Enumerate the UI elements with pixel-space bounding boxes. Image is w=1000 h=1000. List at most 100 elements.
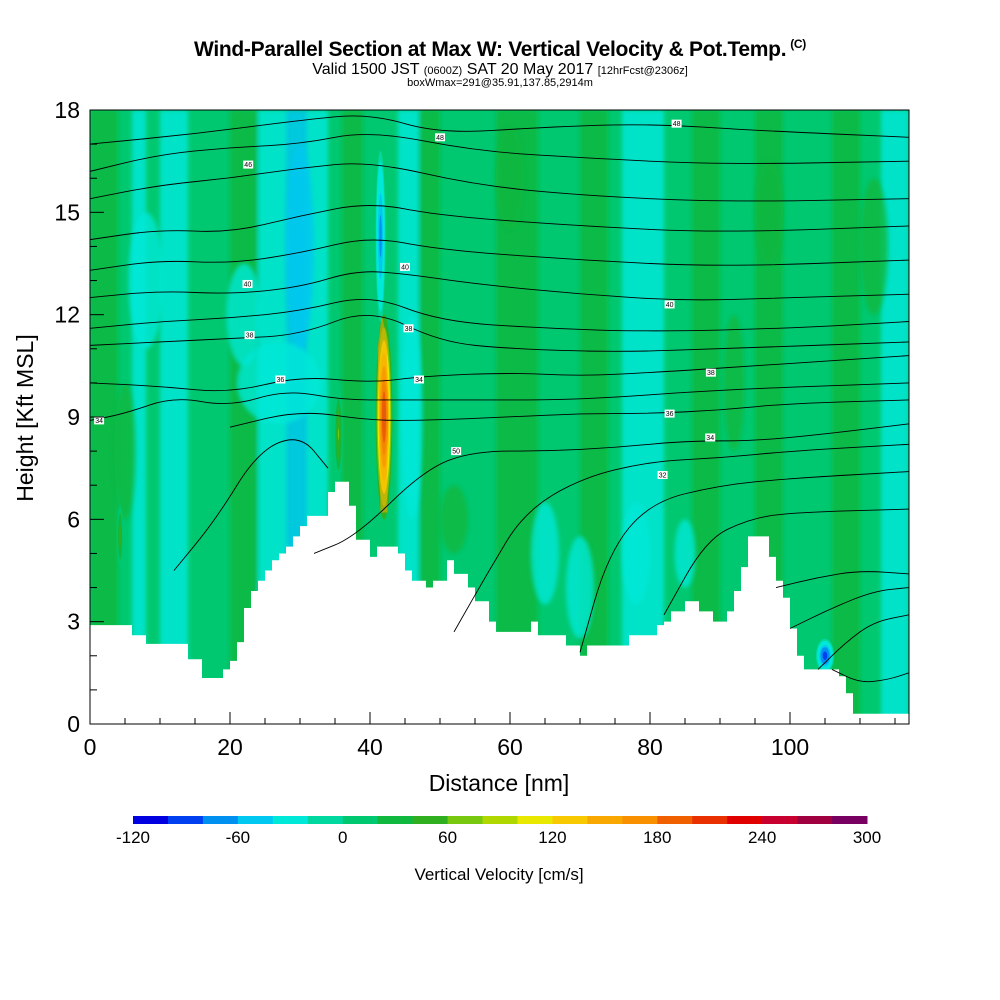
theta-contour (90, 382, 909, 421)
updraft_small (117, 505, 123, 568)
colorbar-swatch (482, 816, 518, 824)
theta-contour (173, 439, 329, 571)
colorbar-tick-label: -120 (116, 828, 150, 847)
contour-label-bg (400, 262, 410, 271)
contour-label-bg (664, 409, 675, 418)
x-tick-label: 40 (357, 734, 383, 760)
theta-contour (313, 423, 909, 554)
colorbar-swatch (657, 816, 693, 824)
contour-label-bg (414, 375, 424, 384)
colorbar-tick-label: 0 (338, 828, 347, 847)
theta-contour (90, 205, 909, 241)
colorbar-tick-label: 180 (643, 828, 671, 847)
y-tick-label: 6 (67, 506, 80, 532)
colorbar-tick-label: 120 (538, 828, 566, 847)
downdraft_upper-ring (379, 225, 382, 247)
velocity-band (881, 110, 909, 724)
velocity-band (832, 110, 860, 724)
velocity-blob (860, 178, 888, 315)
colorbar-label: Vertical Velocity [cm/s] (414, 865, 583, 884)
contour-label: 46 (244, 162, 252, 169)
theta-contour (775, 571, 909, 588)
contour-label-bg (403, 324, 414, 333)
y-tick-label: 12 (54, 302, 80, 328)
y-tick-label: 15 (54, 199, 80, 225)
chart-title-unit: (C) (790, 37, 806, 51)
contour-label-bg (242, 279, 253, 288)
colorbar-swatch (692, 816, 728, 824)
velocity-blob (226, 263, 262, 366)
contour-label-bg (451, 447, 462, 456)
contour-label-bg (244, 331, 255, 340)
velocity-blob (755, 161, 783, 264)
colorbar-swatch (552, 816, 588, 824)
velocity-blob (114, 382, 136, 520)
theta-contour (453, 443, 909, 633)
x-tick-label: 60 (497, 734, 523, 760)
updraft_small-ring (119, 532, 121, 541)
contour-label: 38 (405, 326, 413, 333)
contour-label: 36 (666, 411, 674, 418)
contour-label: 40 (666, 302, 674, 309)
contour-label: 32 (659, 472, 667, 479)
theta-contour (90, 163, 909, 202)
subtitle-valid: Valid 1500 JST (312, 61, 420, 78)
box-info: boxWmax=291@35.91,137.85,2914m (407, 77, 593, 89)
theta-contour (831, 669, 909, 683)
theta-contour (90, 115, 909, 145)
contour-label-bg (275, 375, 286, 384)
velocity-band (622, 110, 664, 724)
theta-contour (579, 471, 909, 653)
velocity-band (132, 110, 146, 724)
velocity-blobs (114, 127, 888, 639)
contour-label: 38 (246, 333, 254, 340)
colorbar-tick-label: -60 (226, 828, 251, 847)
colorbar-swatch (587, 816, 623, 824)
contour-label: 50 (452, 449, 460, 456)
updraft_secondary-ring (337, 428, 340, 441)
contour-label: 48 (436, 135, 444, 142)
velocity-blob (531, 502, 559, 605)
colorbar-swatch (832, 816, 868, 824)
velocity-blob (128, 212, 164, 349)
contour-label-bg (705, 368, 716, 377)
velocity-blob (440, 485, 468, 554)
velocity-band (419, 110, 440, 724)
updraft-column (377, 314, 388, 513)
theta-contour (817, 614, 909, 670)
chart-subtitle: Valid 1500 JST (0600Z) SAT 20 May 2017 [… (0, 61, 1000, 79)
updraft_secondary (334, 386, 343, 482)
colorbar-swatch (377, 816, 414, 824)
colorbar-swatch (517, 816, 553, 824)
theta-contour (90, 299, 909, 332)
terrain-mask (90, 481, 909, 724)
colorbar-swatch (133, 816, 169, 824)
downdraft_valley (815, 638, 835, 673)
chart-title: Wind-Parallel Section at Max W: Vertical… (0, 37, 1000, 62)
theta-contours: 34 36 38 40 46 48 48 40 38 34 50 40 38 36 34 32 (90, 115, 909, 683)
subtitle-date: SAT 20 May 2017 (466, 61, 594, 78)
theta-contour (229, 399, 909, 428)
velocity-band (160, 110, 188, 724)
colorbar-swatch (167, 816, 204, 824)
theta-contour (90, 239, 909, 271)
colorbar-tick-label: 300 (853, 828, 881, 847)
contour-label: 34 (415, 377, 423, 384)
contour-label-bg (435, 133, 445, 142)
contour-label-bg (243, 160, 254, 169)
theta-contour (90, 134, 909, 172)
velocity-blob (566, 536, 594, 639)
downdraft_valley-ring (823, 653, 827, 658)
contour-label: 34 (706, 435, 714, 442)
contour-label-bg (671, 119, 682, 128)
x-axis-label: Distance [nm] (429, 770, 570, 796)
colorbar-swatch (237, 816, 274, 824)
x-tick-label: 20 (217, 734, 243, 760)
colorbar-swatch (342, 816, 379, 824)
contour-label: 38 (707, 370, 715, 377)
y-tick-label: 9 (67, 404, 80, 430)
velocity-blob (496, 127, 524, 230)
colorbar-tick-label: 60 (438, 828, 457, 847)
